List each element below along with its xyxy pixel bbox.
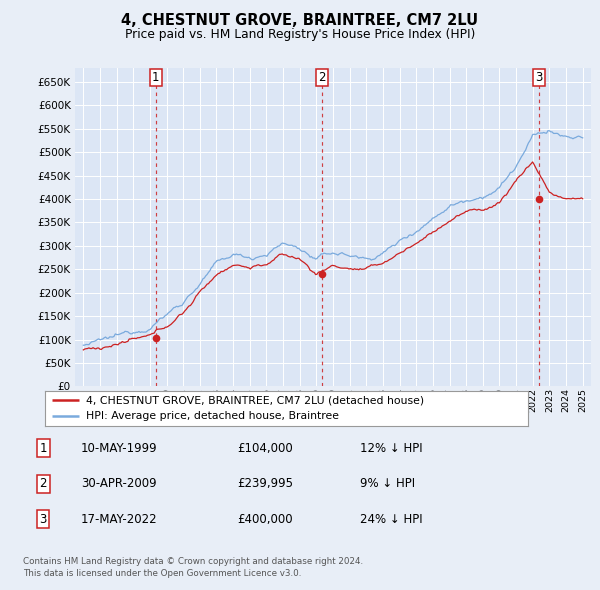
Text: £239,995: £239,995 xyxy=(237,477,293,490)
Text: £104,000: £104,000 xyxy=(237,442,293,455)
Text: 3: 3 xyxy=(535,71,542,84)
Text: £400,000: £400,000 xyxy=(237,513,293,526)
Text: 30-APR-2009: 30-APR-2009 xyxy=(81,477,157,490)
Text: 2: 2 xyxy=(318,71,326,84)
Text: 9% ↓ HPI: 9% ↓ HPI xyxy=(360,477,415,490)
Text: 4, CHESTNUT GROVE, BRAINTREE, CM7 2LU: 4, CHESTNUT GROVE, BRAINTREE, CM7 2LU xyxy=(121,12,479,28)
Text: 1: 1 xyxy=(152,71,160,84)
Text: HPI: Average price, detached house, Braintree: HPI: Average price, detached house, Brai… xyxy=(86,411,339,421)
Text: 4, CHESTNUT GROVE, BRAINTREE, CM7 2LU (detached house): 4, CHESTNUT GROVE, BRAINTREE, CM7 2LU (d… xyxy=(86,395,424,405)
Text: 17-MAY-2022: 17-MAY-2022 xyxy=(81,513,158,526)
Text: 1: 1 xyxy=(40,442,47,455)
Text: Contains HM Land Registry data © Crown copyright and database right 2024.: Contains HM Land Registry data © Crown c… xyxy=(23,557,363,566)
Text: 3: 3 xyxy=(40,513,47,526)
Text: 10-MAY-1999: 10-MAY-1999 xyxy=(81,442,158,455)
Text: 12% ↓ HPI: 12% ↓ HPI xyxy=(360,442,422,455)
Text: Price paid vs. HM Land Registry's House Price Index (HPI): Price paid vs. HM Land Registry's House … xyxy=(125,28,475,41)
Text: This data is licensed under the Open Government Licence v3.0.: This data is licensed under the Open Gov… xyxy=(23,569,301,578)
Text: 2: 2 xyxy=(40,477,47,490)
Text: 24% ↓ HPI: 24% ↓ HPI xyxy=(360,513,422,526)
